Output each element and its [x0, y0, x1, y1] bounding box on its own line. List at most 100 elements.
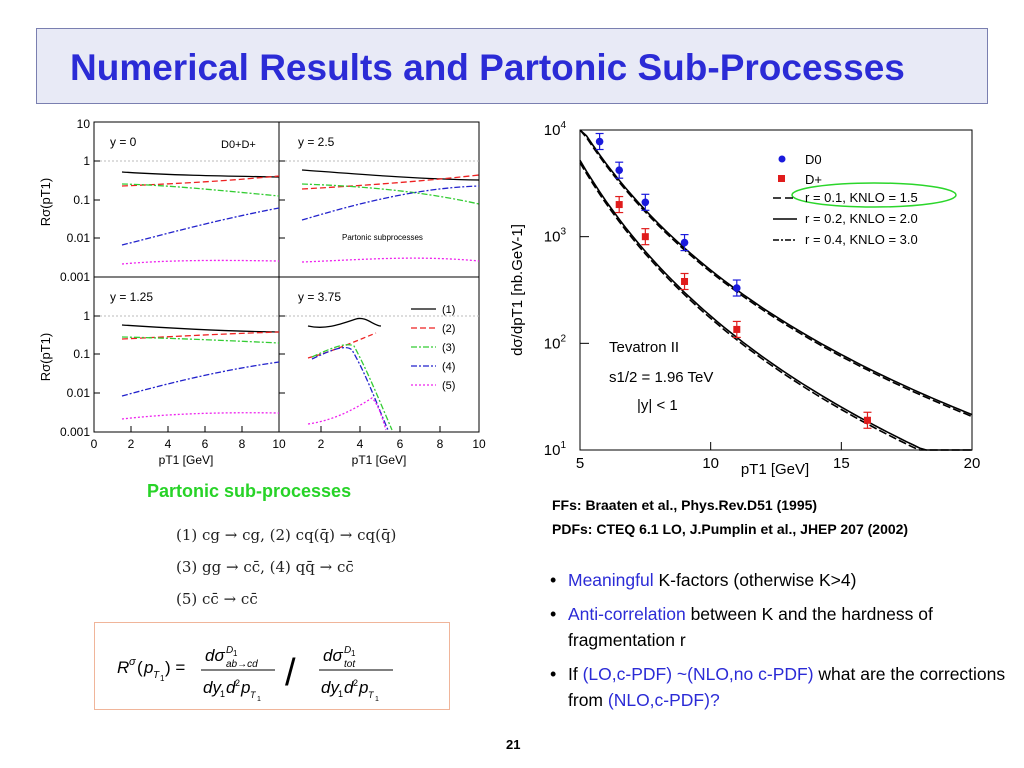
curve-1 — [121, 171, 280, 178]
xtick: 6 — [397, 437, 404, 451]
xtick: 10 — [272, 437, 286, 451]
data-point-d0 — [641, 198, 650, 207]
bullet-highlight: (LO,c-PDF) ~(NLO,no c-PDF) — [582, 664, 814, 684]
bullet-text: K-factors (otherwise K>4) — [653, 570, 857, 590]
svg-text:dσ: dσ — [205, 646, 225, 665]
svg-text:1: 1 — [220, 689, 225, 699]
xtick: 8 — [437, 437, 444, 451]
svg-text:tot: tot — [344, 659, 356, 670]
x-tick-label: 5 — [576, 455, 584, 472]
bullet-item: • If (LO,c-PDF) ~(NLO,no c-PDF) what are… — [548, 661, 1008, 713]
legend-series-name: D0 — [805, 152, 822, 167]
svg-text:D: D — [226, 645, 233, 656]
plot-frame — [579, 129, 973, 451]
svg-text:2: 2 — [353, 678, 358, 688]
bullet-item: • Anti-correlation between K and the har… — [548, 601, 948, 653]
data-point-d0 — [680, 238, 689, 247]
ratio-formula: R σ ( p T 1 ) = dσ D 1 ab→cd dy 1 d 2 p … — [94, 622, 450, 710]
ref-pdfs: PDFs: CTEQ 6.1 LO, J.Pumplin et al., JHE… — [552, 521, 909, 537]
curve-2 — [121, 331, 280, 340]
legend-curve: r = 0.4, KNLO = 3.0 — [805, 232, 918, 247]
ylabel-top: Rσ(pT1) — [38, 178, 53, 226]
legend-marker-dplus — [778, 175, 785, 182]
process-line: (5) cc̄ → cc̄ — [176, 590, 258, 608]
theory-curve-dplus — [579, 159, 972, 451]
panel-label: y = 1.25 — [110, 290, 153, 304]
panel-label: y = 3.75 — [298, 290, 341, 304]
svg-text:1: 1 — [338, 689, 343, 699]
svg-text:dy: dy — [203, 678, 222, 697]
bullet-icon: • — [550, 604, 557, 624]
curve-1 — [121, 324, 280, 333]
svg-text:d: d — [344, 678, 354, 697]
panel-corner-label: D0+D+ — [221, 139, 256, 151]
legend-curve: r = 0.2, KNLO = 2.0 — [805, 211, 918, 226]
data-point-dplus — [681, 277, 689, 285]
partonic-ratio-figure: 10 1 0.1 0.01 0.001 1 0.1 0.01 0.001 0 2… — [36, 112, 486, 482]
svg-text:1: 1 — [351, 649, 356, 658]
y-tick-label: 103 — [544, 227, 567, 246]
legend-marker-d0 — [778, 155, 786, 163]
bullet-text: If — [568, 664, 583, 684]
y-axis-label: dσ/dpT1 [nb.GeV-1] — [509, 224, 526, 356]
ytick-top: 0.001 — [60, 270, 90, 284]
legend-entry: (3) — [442, 342, 455, 354]
legend-entry: (5) — [442, 380, 455, 392]
annotation: |y| < 1 — [637, 397, 678, 414]
bullet-highlight: (NLO,c-PDF)? — [607, 690, 720, 710]
svg-text:d: d — [226, 678, 236, 697]
svg-text:(: ( — [137, 658, 143, 677]
ytick-bottom: 0.01 — [67, 386, 91, 400]
legend-entry: (1) — [442, 304, 455, 316]
svg-text:1: 1 — [160, 674, 165, 683]
partonic-caption: Partonic sub-processes — [147, 481, 352, 501]
xtick: 4 — [357, 437, 364, 451]
data-point-dplus — [641, 233, 649, 241]
curve-1 — [301, 169, 480, 181]
legend-curve: r = 0.1, KNLO = 1.5 — [805, 190, 918, 205]
data-point-dplus — [863, 416, 871, 424]
curve-2 — [121, 175, 280, 187]
curve-4 — [121, 361, 280, 397]
slide-title: Numerical Results and Partonic Sub-Proce… — [70, 47, 905, 88]
x-tick-label: 15 — [833, 455, 850, 472]
ytick-top: 10 — [77, 117, 91, 131]
xtick: 6 — [202, 437, 209, 451]
xlabel-left: pT1 [GeV] — [159, 453, 214, 467]
legend-series-name: D+ — [805, 172, 822, 187]
curve-3 — [301, 183, 480, 205]
xtick: 10 — [472, 437, 486, 451]
bullet-text: what are the corrections from — [568, 664, 1006, 710]
svg-text:p: p — [358, 678, 368, 697]
svg-text:2: 2 — [235, 678, 240, 688]
bullet-highlight: Anti-correlation — [568, 604, 686, 624]
svg-text:) =: ) = — [165, 658, 185, 677]
svg-text:1: 1 — [233, 649, 238, 658]
ratio-panels-svg: 10 1 0.1 0.01 0.001 1 0.1 0.01 0.001 0 2… — [38, 117, 486, 467]
xtick: 4 — [165, 437, 172, 451]
process-line: (3) gg → cc̄, (4) qq̄ → cc̄ — [176, 558, 354, 576]
xtick: 8 — [239, 437, 246, 451]
ytick-bottom: 1 — [83, 309, 90, 323]
ytick-bottom: 0.001 — [60, 425, 90, 439]
svg-text:dσ: dσ — [323, 646, 343, 665]
svg-text:D: D — [344, 645, 351, 656]
y-tick-label: 102 — [544, 333, 567, 352]
svg-text:1: 1 — [257, 696, 261, 703]
title-banner: Numerical Results and Partonic Sub-Proce… — [36, 28, 988, 104]
svg-text:p: p — [143, 658, 153, 677]
cross-section-chart: 5 10 15 20 101 102 103 104 dσ/dpT1 [nb.GeV-1] … — [505, 112, 1005, 487]
y-tick-label: 101 — [544, 440, 567, 459]
annotation: Tevatron II — [609, 339, 679, 356]
bullet-icon: • — [550, 570, 557, 590]
svg-text:R: R — [117, 658, 129, 677]
data-point-dplus — [733, 325, 741, 333]
svg-text:ab→cd: ab→cd — [226, 659, 258, 670]
curve-3 — [121, 183, 280, 197]
curve-4 — [121, 207, 280, 246]
bullet-highlight: Meaningful — [568, 570, 654, 590]
curve-2 — [307, 332, 377, 359]
curve-5 — [121, 412, 280, 420]
svg-text:p: p — [240, 678, 250, 697]
ylabel-bottom: Rσ(pT1) — [38, 333, 53, 381]
